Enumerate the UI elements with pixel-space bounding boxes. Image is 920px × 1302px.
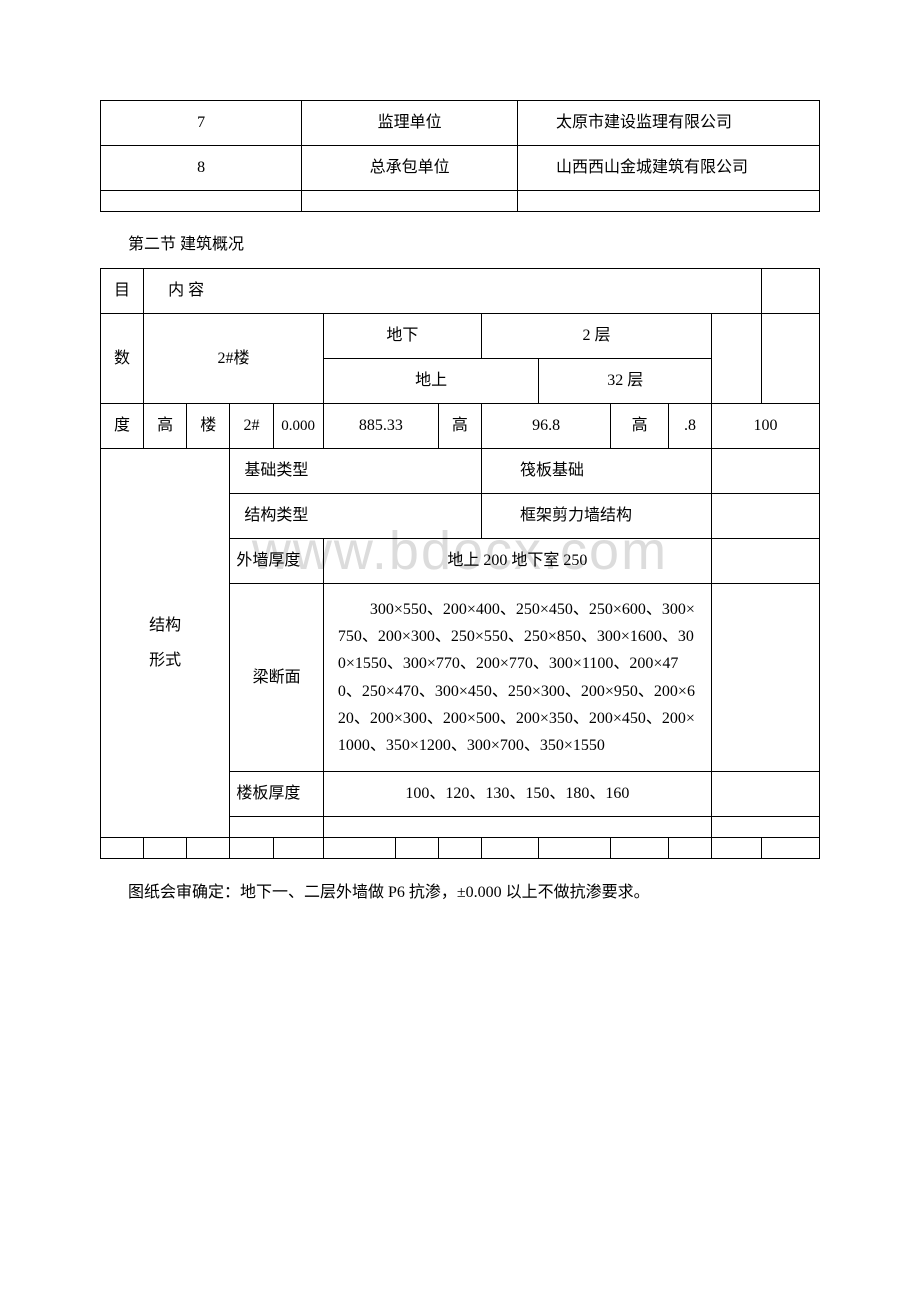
row-value: 山西西山金城建筑有限公司 bbox=[518, 146, 820, 191]
row-num: 8 bbox=[101, 146, 302, 191]
h-c1: 度 bbox=[101, 404, 144, 449]
table-row: 结构 形式 基础类型 筏板基础 bbox=[101, 449, 820, 494]
empty-cell bbox=[712, 539, 820, 584]
row-label: 监理单位 bbox=[302, 101, 518, 146]
table-row: 8 总承包单位 山西西山金城建筑有限公司 bbox=[101, 146, 820, 191]
empty-cell bbox=[712, 494, 820, 539]
row-value: 太原市建设监理有限公司 bbox=[518, 101, 820, 146]
h-c9: 高 bbox=[611, 404, 669, 449]
empty-cell bbox=[712, 449, 820, 494]
header-mu: 目 bbox=[101, 269, 144, 314]
section-title: 第二节 建筑概况 bbox=[128, 230, 820, 254]
empty-cell bbox=[144, 838, 187, 859]
struct-row-label: 梁断面 bbox=[230, 584, 323, 772]
h-c7: 高 bbox=[438, 404, 481, 449]
empty-cell bbox=[712, 772, 820, 817]
empty-cell bbox=[230, 817, 323, 838]
struct-row-value: 地上 200 地下室 250 bbox=[323, 539, 711, 584]
empty-cell bbox=[762, 314, 820, 404]
struct-row-value: 筏板基础 bbox=[481, 449, 711, 494]
empty-cell bbox=[762, 269, 820, 314]
structure-label: 结构 形式 bbox=[101, 449, 230, 838]
empty-cell bbox=[187, 838, 230, 859]
table-row bbox=[101, 838, 820, 859]
empty-cell bbox=[273, 838, 323, 859]
building-overview-table: 目 内 容 数 2#楼 地下 2 层 地上 32 层 度 高 楼 2# 0.00… bbox=[100, 268, 820, 859]
h-c11: 100 bbox=[712, 404, 820, 449]
empty-cell bbox=[712, 838, 762, 859]
header-content: 内 容 bbox=[144, 269, 762, 314]
empty-cell bbox=[712, 584, 820, 772]
struct-row-label: 结构类型 bbox=[230, 494, 482, 539]
empty-cell bbox=[230, 838, 273, 859]
above-value: 32 层 bbox=[539, 359, 712, 404]
underground-label: 地下 bbox=[323, 314, 481, 359]
empty-cell bbox=[611, 838, 669, 859]
empty-cell bbox=[395, 838, 438, 859]
row-label bbox=[302, 191, 518, 212]
h-c10: .8 bbox=[668, 404, 711, 449]
empty-cell bbox=[762, 838, 820, 859]
table-row: 度 高 楼 2# 0.000 885.33 高 96.8 高 .8 100 bbox=[101, 404, 820, 449]
empty-cell bbox=[712, 314, 762, 404]
row-label: 总承包单位 bbox=[302, 146, 518, 191]
floors-left1: 数 bbox=[101, 314, 144, 404]
h-c8: 96.8 bbox=[481, 404, 610, 449]
above-label: 地上 bbox=[323, 359, 539, 404]
row-num: 7 bbox=[101, 101, 302, 146]
h-c3: 楼 bbox=[187, 404, 230, 449]
empty-cell bbox=[481, 838, 539, 859]
table-row: 7 监理单位 太原市建设监理有限公司 bbox=[101, 101, 820, 146]
empty-cell bbox=[712, 817, 820, 838]
struct-row-value: 框架剪力墙结构 bbox=[481, 494, 711, 539]
row-num bbox=[101, 191, 302, 212]
table-row bbox=[101, 191, 820, 212]
table-row: 目 内 容 bbox=[101, 269, 820, 314]
struct-row-label: 楼板厚度 bbox=[230, 772, 323, 817]
empty-cell bbox=[668, 838, 711, 859]
row-value bbox=[518, 191, 820, 212]
struct-row-value: 100、120、130、150、180、160 bbox=[323, 772, 711, 817]
floors-building: 2#楼 bbox=[144, 314, 324, 404]
footer-note: 图纸会审确定：地下一、二层外墙做 P6 抗渗，±0.000 以上不做抗渗要求。 bbox=[128, 879, 820, 908]
h-c4: 2# bbox=[230, 404, 273, 449]
underground-value: 2 层 bbox=[481, 314, 711, 359]
struct-row-label: 外墙厚度 bbox=[230, 539, 323, 584]
units-table: 7 监理单位 太原市建设监理有限公司 8 总承包单位 山西西山金城建筑有限公司 bbox=[100, 100, 820, 212]
h-c6: 885.33 bbox=[323, 404, 438, 449]
h-c2: 高 bbox=[144, 404, 187, 449]
empty-cell bbox=[323, 817, 711, 838]
empty-cell bbox=[323, 838, 395, 859]
struct-row-value: 300×550、200×400、250×450、250×600、300×750、… bbox=[323, 584, 711, 772]
h-c5: 0.000 bbox=[273, 404, 323, 449]
empty-cell bbox=[438, 838, 481, 859]
struct-row-label: 基础类型 bbox=[230, 449, 482, 494]
empty-cell bbox=[539, 838, 611, 859]
table-row: 数 2#楼 地下 2 层 bbox=[101, 314, 820, 359]
empty-cell bbox=[101, 838, 144, 859]
